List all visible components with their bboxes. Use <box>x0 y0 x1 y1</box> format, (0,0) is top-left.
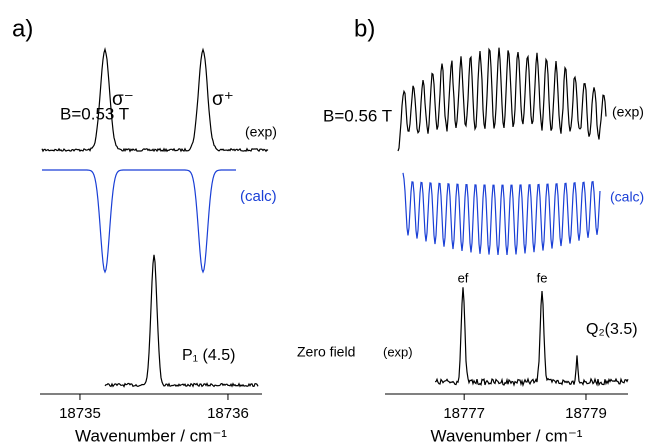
trace <box>104 254 259 388</box>
x-tick-label: 18735 <box>59 405 101 422</box>
annotation: fe <box>537 270 548 285</box>
trace <box>434 287 629 388</box>
annotation: (calc) <box>610 189 644 205</box>
annotation: σ⁺ <box>212 89 234 110</box>
trace <box>41 46 269 153</box>
annotation: Q₂(3.5) <box>586 321 638 338</box>
x-axis-label: Wavenumber / cm⁻¹ <box>75 426 227 445</box>
annotation: (calc) <box>240 188 277 205</box>
annotation: P₁ (4.5) <box>182 347 235 364</box>
trace <box>42 169 236 274</box>
panel-label: a) <box>12 15 33 42</box>
annotation: B=0.56 T <box>323 106 392 125</box>
trace <box>402 172 601 256</box>
trace <box>397 47 607 152</box>
x-axis-label: Wavenumber / cm⁻¹ <box>431 426 583 445</box>
x-tick-label: 18779 <box>565 405 607 422</box>
x-tick-label: 18777 <box>443 405 485 422</box>
annotation: σ⁻ <box>112 89 134 110</box>
x-tick-label: 18736 <box>207 405 249 422</box>
annotation: (exp) <box>383 344 413 359</box>
annotation: (exp) <box>245 124 277 140</box>
annotation: ef <box>458 270 469 285</box>
annotation: Zero field <box>297 344 355 360</box>
panel-label: b) <box>354 15 375 42</box>
annotation: (exp) <box>612 104 644 120</box>
